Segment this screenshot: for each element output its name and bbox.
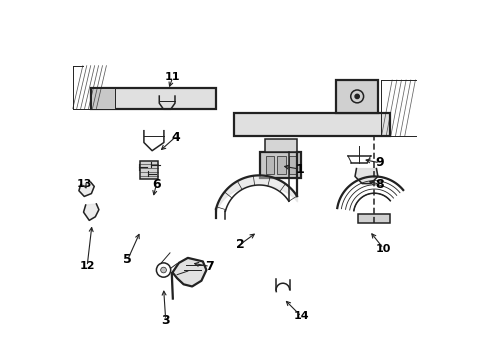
FancyBboxPatch shape: [277, 156, 286, 174]
FancyBboxPatch shape: [91, 88, 216, 109]
Polygon shape: [79, 182, 94, 197]
Text: 5: 5: [123, 253, 132, 266]
FancyBboxPatch shape: [289, 156, 297, 174]
FancyBboxPatch shape: [266, 156, 274, 174]
FancyBboxPatch shape: [358, 214, 391, 223]
Text: 6: 6: [152, 178, 161, 191]
Text: 8: 8: [376, 178, 384, 191]
FancyBboxPatch shape: [265, 139, 297, 152]
Text: 13: 13: [76, 179, 92, 189]
FancyBboxPatch shape: [234, 113, 390, 136]
Text: 4: 4: [171, 131, 180, 144]
Text: 2: 2: [236, 238, 245, 251]
Text: 7: 7: [206, 260, 214, 273]
FancyBboxPatch shape: [91, 88, 115, 109]
Text: 3: 3: [161, 314, 170, 327]
Circle shape: [161, 267, 167, 273]
Text: 11: 11: [165, 72, 181, 82]
FancyBboxPatch shape: [140, 161, 158, 179]
Polygon shape: [355, 168, 378, 184]
Polygon shape: [172, 258, 206, 298]
Text: 1: 1: [296, 163, 305, 176]
FancyBboxPatch shape: [260, 152, 301, 178]
FancyBboxPatch shape: [336, 80, 378, 113]
Text: 12: 12: [79, 261, 95, 271]
Text: 9: 9: [376, 156, 384, 169]
Text: 14: 14: [294, 311, 309, 321]
Circle shape: [355, 94, 359, 99]
Polygon shape: [83, 204, 99, 220]
Text: 10: 10: [376, 244, 392, 253]
